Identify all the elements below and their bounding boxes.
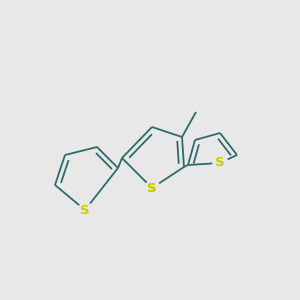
Text: S: S: [147, 182, 157, 194]
Text: S: S: [215, 157, 225, 169]
Text: S: S: [147, 182, 157, 194]
Text: S: S: [80, 203, 90, 217]
